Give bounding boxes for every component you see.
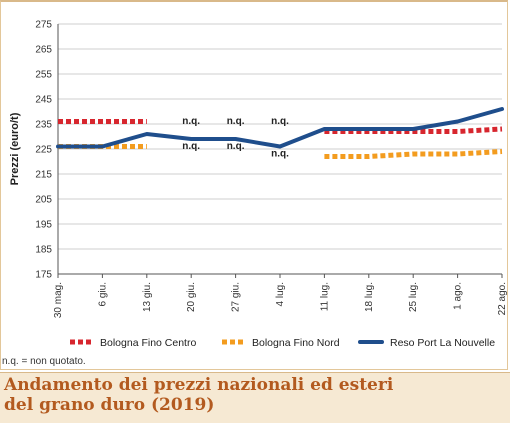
price-line-chart: 175 185 195 205 215 225 235 245 255 265 275 Prezzi … <box>9 20 508 350</box>
y-tick-label: 195 <box>35 220 52 231</box>
y-tick-label: 225 <box>35 145 52 156</box>
y-tick-label: 245 <box>35 95 52 106</box>
x-tick-label: 20 giu. <box>186 282 197 312</box>
x-tick-label: 27 giu. <box>231 282 242 312</box>
nq-annotation: n.q. <box>227 141 245 152</box>
nq-annotation: n.q. <box>227 116 245 127</box>
y-tick-label: 215 <box>35 170 52 181</box>
legend-label: Reso Port La Nouvelle <box>390 337 495 349</box>
series-line <box>324 149 503 159</box>
legend-label: Bologna Fino Nord <box>252 337 340 349</box>
y-tick-label: 235 <box>35 120 52 131</box>
nq-annotation: n.q. <box>271 149 289 160</box>
y-tick-label: 205 <box>35 195 52 206</box>
x-tick-label: 30 mag. <box>53 282 64 318</box>
y-tick-label: 265 <box>35 45 52 56</box>
caption-line-1: Andamento dei prezzi nazionali ed esteri <box>4 375 394 395</box>
x-tick-label: 22 ago. <box>497 282 508 315</box>
nq-annotation: n.q. <box>271 116 289 127</box>
x-tick-label: 1 ago. <box>453 282 464 310</box>
y-tick-label: 175 <box>35 270 52 281</box>
x-tick-label: 4 lug. <box>275 282 286 306</box>
y-axis-title: Prezzi (euro/t) <box>9 112 21 185</box>
x-tick-label: 18 lug. <box>364 282 375 312</box>
x-tick-label: 6 giu. <box>97 282 108 306</box>
series-line <box>324 126 503 134</box>
figure-caption: Andamento dei prezzi nazionali ed esteri… <box>0 372 510 423</box>
series-line <box>56 107 504 149</box>
x-tick-label: 13 giu. <box>142 282 153 312</box>
x-tick-label: 25 lug. <box>408 282 419 312</box>
footnote: n.q. = non quotato. <box>2 356 86 367</box>
legend-label: Bologna Fino Centro <box>100 337 196 349</box>
nq-annotation: n.q. <box>182 116 200 127</box>
y-tick-label: 185 <box>35 245 52 256</box>
y-tick-label: 275 <box>35 20 52 31</box>
x-tick-label: 11 lug. <box>319 282 330 311</box>
caption-line-2: del grano duro (2019) <box>4 395 215 415</box>
chart-frame <box>0 0 508 370</box>
nq-annotation: n.q. <box>182 141 200 152</box>
y-tick-label: 255 <box>35 70 52 81</box>
